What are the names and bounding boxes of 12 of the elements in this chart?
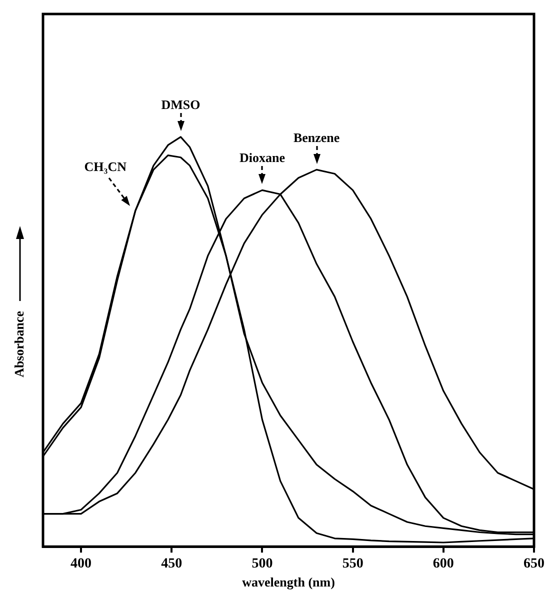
text: DMSO bbox=[161, 96, 200, 113]
y-axis-title: Absorbance bbox=[11, 310, 26, 378]
legend-label: Dioxane bbox=[239, 150, 285, 166]
x-tick-label: 450 bbox=[161, 556, 182, 572]
x-tick-label: 600 bbox=[432, 556, 454, 572]
text: Benzene bbox=[293, 130, 340, 146]
x-axis-title: wavelength (nm) bbox=[242, 574, 335, 590]
x-tick-label: 550 bbox=[342, 556, 364, 572]
x-tick-label: 500 bbox=[252, 556, 273, 572]
x-tick-label: 650 bbox=[524, 556, 544, 572]
x-tick-label: 400 bbox=[70, 556, 92, 572]
series-label: CH₃CN bbox=[84, 158, 126, 175]
